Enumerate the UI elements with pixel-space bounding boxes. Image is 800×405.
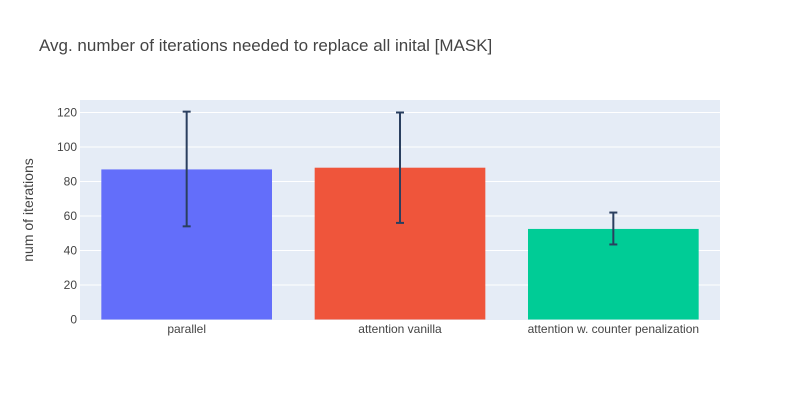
y-tick-label: 20 [64,278,78,292]
y-tick-label: 40 [64,244,78,258]
y-tick-label: 60 [64,209,78,223]
y-tick-label: 80 [64,175,78,189]
x-axis-ticks: parallel attention vanilla attention w. co… [167,322,699,336]
y-tick-label: 120 [57,106,77,120]
x-tick-label: attention vanilla [358,322,442,336]
x-tick-label: attention w. counter penalization [528,322,699,336]
x-tick-label: parallel [167,322,206,336]
chart-title: Avg. number of iterations needed to repl… [39,36,492,55]
error-bars [182,110,618,246]
y-axis-label: num of iterations [20,158,36,262]
y-axis-ticks: 0 20 40 60 80 100 120 [57,106,77,327]
y-tick-label: 100 [57,140,77,154]
y-tick-label: 0 [70,313,77,327]
